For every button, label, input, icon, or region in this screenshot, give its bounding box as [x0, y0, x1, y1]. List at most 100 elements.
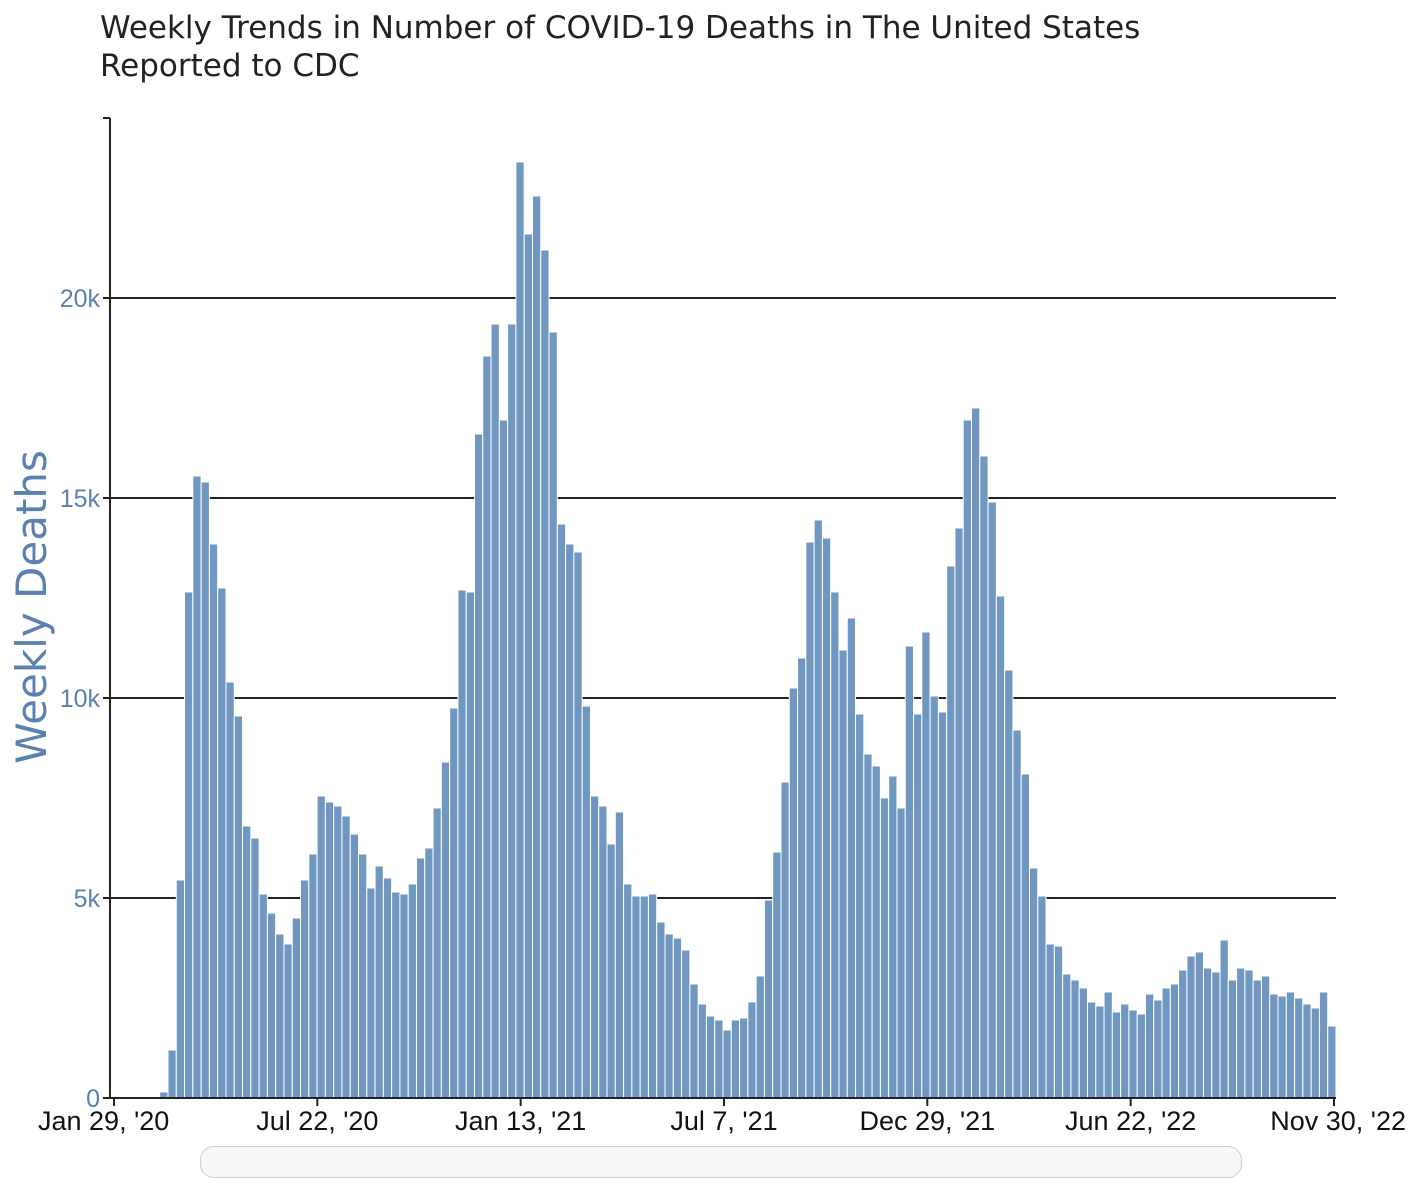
bar-week-74[interactable] [714, 1019, 724, 1099]
bar-week-63[interactable] [623, 883, 633, 1099]
bar-week-66[interactable] [647, 893, 658, 1099]
bar-week-143[interactable] [1285, 991, 1296, 1099]
bar-week-94[interactable] [879, 797, 890, 1099]
bar-week-130[interactable] [1178, 969, 1188, 1099]
bar-week-65[interactable] [639, 895, 649, 1099]
bar-week-137[interactable] [1236, 967, 1246, 1099]
bar-week-96[interactable] [896, 807, 906, 1099]
bar-week-68[interactable] [664, 933, 674, 1099]
bar-week-109[interactable] [1004, 669, 1014, 1099]
bar-week-95[interactable] [888, 775, 898, 1099]
bar-week-43[interactable] [457, 589, 467, 1099]
bar-week-119[interactable] [1086, 1001, 1097, 1099]
bar-week-38[interactable] [416, 857, 426, 1099]
bar-week-16[interactable] [233, 715, 244, 1099]
bar-week-17[interactable] [242, 825, 252, 1099]
bar-week-102[interactable] [946, 565, 956, 1099]
bar-week-146[interactable] [1310, 1007, 1320, 1099]
bar-week-147[interactable] [1318, 991, 1329, 1099]
bar-week-81[interactable] [772, 851, 782, 1099]
bar-week-37[interactable] [407, 883, 418, 1099]
bar-week-100[interactable] [929, 695, 939, 1099]
bar-week-47[interactable] [490, 323, 500, 1099]
bar-week-101[interactable] [937, 711, 948, 1099]
bar-week-71[interactable] [689, 983, 699, 1099]
bar-week-117[interactable] [1070, 979, 1080, 1099]
bar-week-19[interactable] [258, 893, 268, 1099]
bar-week-118[interactable] [1078, 987, 1088, 1099]
bar-week-22[interactable] [283, 943, 293, 1099]
bar-week-114[interactable] [1045, 943, 1055, 1099]
bar-week-36[interactable] [399, 893, 409, 1099]
bar-week-89[interactable] [838, 649, 848, 1099]
bar-week-148[interactable] [1327, 1025, 1337, 1099]
bar-week-39[interactable] [424, 847, 434, 1099]
bar-week-121[interactable] [1103, 991, 1113, 1099]
bar-week-98[interactable] [913, 713, 923, 1099]
bar-week-129[interactable] [1169, 983, 1180, 1099]
bar-week-142[interactable] [1277, 995, 1287, 1099]
bar-week-46[interactable] [482, 355, 492, 1099]
bar-week-93[interactable] [871, 765, 881, 1099]
bar-week-69[interactable] [672, 937, 683, 1099]
bar-week-116[interactable] [1062, 973, 1072, 1099]
bar-week-51[interactable] [523, 233, 533, 1099]
bar-week-52[interactable] [531, 195, 542, 1099]
bar-week-60[interactable] [598, 805, 608, 1099]
bar-week-141[interactable] [1269, 993, 1279, 1099]
bar-week-110[interactable] [1012, 729, 1022, 1099]
bar-week-45[interactable] [473, 433, 484, 1099]
bar-week-112[interactable] [1029, 867, 1039, 1099]
bar-week-73[interactable] [705, 1015, 716, 1099]
bar-week-11[interactable] [192, 475, 202, 1099]
bar-week-76[interactable] [730, 1019, 741, 1099]
bar-week-145[interactable] [1302, 1003, 1312, 1099]
bar-week-120[interactable] [1095, 1005, 1105, 1099]
bar-week-135[interactable] [1219, 939, 1229, 1099]
bar-week-23[interactable] [291, 917, 302, 1099]
bar-week-140[interactable] [1260, 975, 1271, 1099]
bar-week-67[interactable] [656, 921, 666, 1099]
bar-week-106[interactable] [979, 455, 989, 1099]
bar-week-103[interactable] [954, 527, 964, 1099]
bar-week-30[interactable] [349, 833, 360, 1099]
bar-week-111[interactable] [1020, 773, 1030, 1099]
bar-week-18[interactable] [250, 837, 260, 1099]
bar-week-15[interactable] [225, 681, 235, 1099]
bar-week-131[interactable] [1186, 955, 1196, 1099]
bar-week-14[interactable] [217, 587, 227, 1099]
bar-week-88[interactable] [830, 591, 840, 1099]
bar-week-144[interactable] [1294, 997, 1304, 1099]
bar-week-132[interactable] [1194, 951, 1204, 1099]
bar-week-107[interactable] [987, 501, 997, 1099]
bar-week-124[interactable] [1128, 1009, 1138, 1099]
bar-week-49[interactable] [507, 323, 517, 1099]
bar-week-62[interactable] [614, 811, 625, 1099]
bar-week-82[interactable] [780, 781, 790, 1099]
bar-week-35[interactable] [391, 891, 401, 1099]
bar-week-13[interactable] [208, 543, 219, 1099]
bar-week-64[interactable] [631, 895, 641, 1099]
bar-week-28[interactable] [333, 805, 343, 1099]
bar-week-79[interactable] [755, 975, 765, 1099]
bar-week-54[interactable] [548, 331, 558, 1099]
bar-week-75[interactable] [722, 1029, 732, 1099]
bar-week-97[interactable] [904, 645, 915, 1099]
bar-week-134[interactable] [1211, 971, 1221, 1099]
bar-week-26[interactable] [316, 795, 326, 1099]
bar-week-128[interactable] [1161, 987, 1171, 1099]
bar-week-29[interactable] [341, 815, 351, 1099]
bar-week-58[interactable] [581, 705, 591, 1099]
bar-week-61[interactable] [606, 843, 616, 1099]
bar-week-90[interactable] [846, 617, 857, 1099]
bar-week-99[interactable] [921, 631, 931, 1099]
bar-week-56[interactable] [565, 543, 575, 1099]
bar-week-48[interactable] [498, 419, 509, 1099]
bar-week-50[interactable] [515, 161, 525, 1099]
bar-week-9[interactable] [175, 879, 186, 1099]
bar-week-55[interactable] [556, 523, 567, 1099]
bar-week-136[interactable] [1227, 979, 1238, 1099]
bar-week-8[interactable] [167, 1049, 177, 1099]
bar-week-33[interactable] [374, 865, 384, 1099]
bar-week-92[interactable] [863, 753, 873, 1099]
